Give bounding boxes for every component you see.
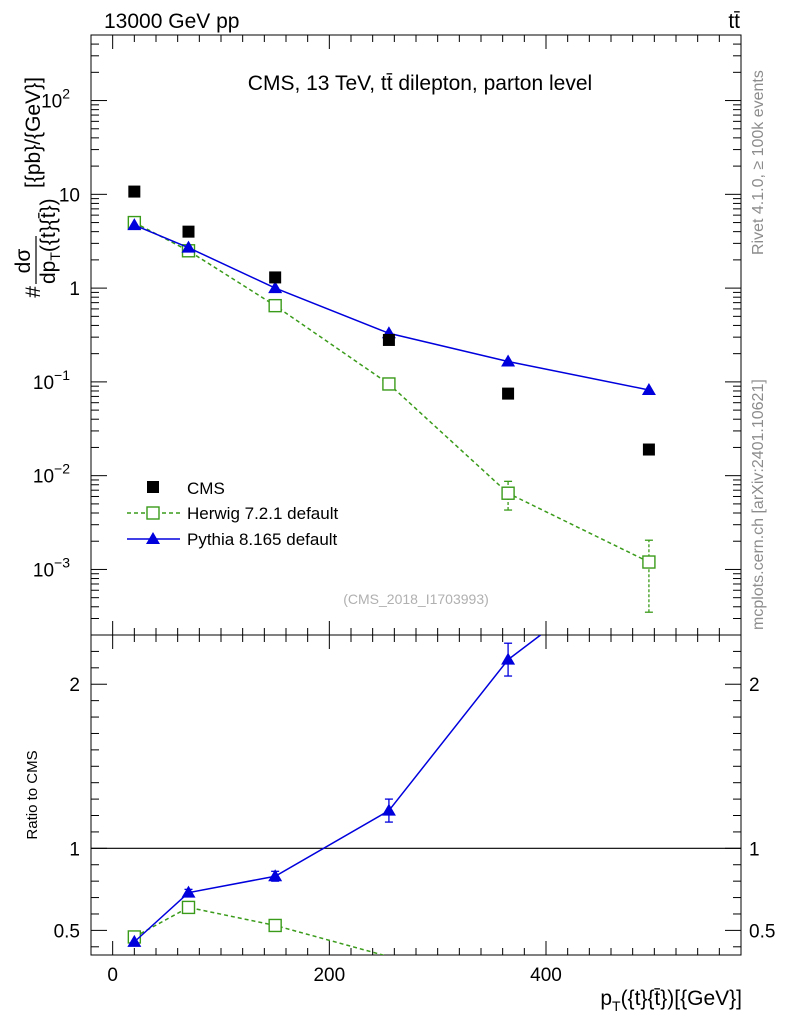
cms-point: [128, 185, 141, 198]
mcplots-label: mcplots.cern.ch [arXiv:2401.10621]: [750, 379, 767, 630]
ratio-y-tick-label-right: 2: [749, 675, 760, 696]
ratio-series: [127, 635, 542, 955]
pythia-point: [181, 885, 196, 898]
ratio-axis-ticks: 0.5 0.5 1 1 2 2 0 200 400: [54, 634, 775, 986]
pythia-point: [268, 869, 283, 882]
y-tick-label: 10: [59, 185, 80, 206]
pythia-point: [127, 934, 142, 947]
main-panel: CMS, 13 TeV, tt̄ dilepton, parton level …: [12, 34, 742, 636]
herwig-point: [268, 298, 282, 313]
plot-title: CMS, 13 TeV, tt̄ dilepton, parton level: [248, 72, 592, 95]
legend-marker-herwig: [146, 506, 160, 520]
herwig-point: [501, 486, 515, 500]
herwig-point: [642, 555, 656, 569]
legend-item-herwig: Herwig 7.2.1 default: [127, 504, 338, 523]
y-tick-label: 1: [69, 279, 80, 300]
cms-point: [182, 225, 195, 238]
rivet-label: Rivet 4.1.0, ≥ 100k events: [750, 70, 767, 255]
pythia-point: [641, 382, 656, 395]
herwig-line: [133, 906, 386, 955]
ratio-y-tick-label-right: 0.5: [749, 921, 775, 942]
legend-label-herwig: Herwig 7.2.1 default: [187, 504, 338, 523]
ratio-y-tick-label-right: 1: [749, 839, 760, 860]
pythia-point: [381, 803, 396, 816]
y-tick-label: 10−3: [33, 554, 70, 581]
pythia-line: [133, 635, 542, 943]
x-tick-label: 400: [530, 965, 562, 986]
pythia-point: [127, 218, 142, 231]
analysis-id: (CMS_2018_I1703993): [343, 591, 489, 607]
cms-point: [382, 333, 395, 346]
process-label: tt̄: [728, 10, 740, 33]
x-tick-label: 0: [107, 965, 118, 986]
y-tick-label: 102: [41, 86, 70, 113]
y-tick-label: 10−2: [33, 461, 70, 488]
legend: CMS Herwig 7.2.1 default Pythia 8.165 de…: [127, 479, 338, 549]
cms-point: [269, 271, 282, 284]
x-tick-label: 200: [313, 965, 345, 986]
legend-label-cms: CMS: [187, 479, 225, 498]
ratio-panel: Ratio to CMS 0.5 0.5 1 1 2 2 0 200 400: [24, 634, 775, 986]
legend-item-pythia: Pythia 8.165 default: [127, 530, 338, 549]
pythia-point: [181, 240, 196, 253]
ratio-y-tick-label-left: 2: [69, 675, 80, 696]
ylabel-numerator: dσ: [12, 249, 35, 274]
ylabel-prefix: #: [22, 286, 45, 298]
herwig-point: [382, 377, 396, 391]
legend-marker-cms: [147, 481, 159, 493]
main-axis-ticks: 10−3 10−2 10−1 1 10 102: [33, 34, 741, 636]
pythia-point: [268, 281, 283, 294]
legend-item-cms: CMS: [147, 479, 225, 498]
herwig-line: [133, 221, 650, 563]
legend-label-pythia: Pythia 8.165 default: [187, 530, 338, 549]
pythia-point: [501, 652, 516, 665]
ylabel-suffix: [{pb}/{GeV}]: [22, 77, 45, 188]
energy-label: 13000 GeV pp: [104, 10, 239, 33]
cms-point: [502, 387, 515, 400]
y-tick-label: 10−1: [33, 367, 70, 394]
main-ylabel: # dσ dpT({t}{t̄}) [{pb}/{GeV}]: [12, 77, 63, 298]
ratio-ylabel: Ratio to CMS: [24, 750, 41, 839]
herwig-point: [181, 900, 196, 915]
pythia-line: [134, 224, 650, 391]
legend-marker-pythia: [146, 532, 160, 544]
xlabel: pT({t}{t̄})[{GeV}]: [600, 987, 742, 1014]
ylabel-denominator: dpT({t}{t̄}): [37, 198, 63, 284]
main-series: [127, 185, 656, 613]
ratio-y-tick-label-left: 1: [69, 839, 80, 860]
pythia-point: [501, 354, 516, 367]
herwig-point: [268, 918, 282, 933]
cms-point: [642, 443, 655, 456]
ratio-y-tick-label-left: 0.5: [54, 921, 80, 942]
